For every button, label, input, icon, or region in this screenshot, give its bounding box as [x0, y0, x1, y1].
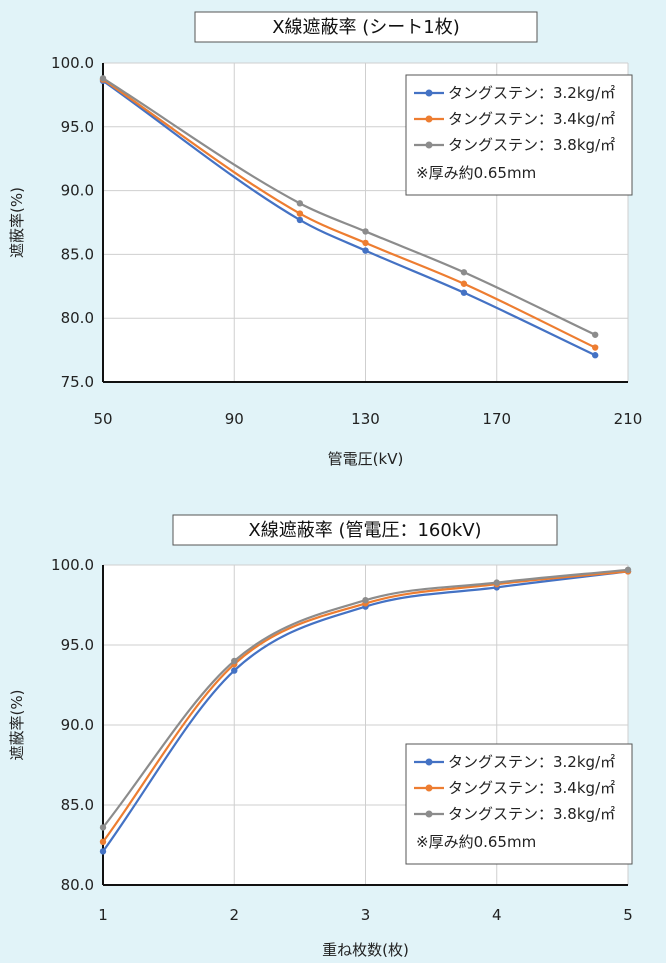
chart-title: X線遮蔽率 (管電圧：160kV): [248, 520, 481, 541]
legend-label: タングステン：3.8kg/㎡: [448, 805, 615, 823]
chart-2: X線遮蔽率 (管電圧：160kV) 80.0 85.0 90.0 95.0 100.0 1 2…: [8, 514, 633, 959]
data-point: [460, 269, 468, 276]
data-point: [460, 280, 468, 287]
y-axis-label: 遮蔽率(%): [8, 690, 26, 761]
y-tick-label: 100.0: [51, 556, 94, 574]
data-point: [591, 344, 599, 351]
y-tick-label: 80.0: [61, 309, 94, 327]
legend-note: ※厚み約0.65mm: [416, 833, 536, 851]
x-tick-label: 5: [623, 906, 633, 924]
legend-label: タングステン：3.8kg/㎡: [448, 136, 615, 154]
legend-note: ※厚み約0.65mm: [416, 164, 536, 182]
legend-swatch-marker: [425, 89, 433, 97]
legend-label: タングステン：3.2kg/㎡: [448, 84, 615, 102]
legend-box: [405, 743, 633, 865]
series-line-1: [102, 570, 629, 853]
x-tick-label: 50: [93, 410, 112, 428]
data-point: [99, 838, 107, 845]
legend-label: タングステン：3.4kg/㎡: [448, 779, 615, 797]
data-point: [296, 200, 304, 207]
y-tick-label: 75.0: [61, 373, 94, 391]
y-tick-label: 90.0: [61, 182, 94, 200]
data-point: [231, 667, 238, 674]
legend: タングステン：3.2kg/㎡タングステン：3.4kg/㎡タングステン：3.8kg…: [405, 743, 633, 865]
series-line-3: [102, 568, 629, 829]
x-axis-label: 管電圧(kV): [328, 450, 404, 468]
data-point: [624, 566, 632, 573]
data-point: [99, 848, 107, 855]
y-tick-label: 100.0: [51, 54, 94, 72]
legend-swatch-marker: [425, 141, 433, 149]
data-point: [493, 579, 500, 586]
legend-box: [405, 74, 633, 196]
x-tick-label: 90: [225, 410, 244, 428]
data-point: [231, 657, 238, 665]
data-point: [591, 352, 599, 359]
y-tick-label: 80.0: [61, 876, 94, 894]
data-point: [362, 239, 369, 247]
data-point: [99, 75, 107, 82]
legend: タングステン：3.2kg/㎡タングステン：3.4kg/㎡タングステン：3.8kg…: [405, 74, 633, 196]
y-tick-label: 95.0: [61, 636, 94, 654]
y-axis-label: 遮蔽率(%): [8, 187, 26, 258]
data-point: [460, 289, 468, 296]
chart-title: X線遮蔽率 (シート1枚): [272, 17, 460, 38]
y-tick-label: 95.0: [61, 118, 94, 136]
legend-label: タングステン：3.4kg/㎡: [448, 110, 615, 128]
legend-swatch-marker: [425, 784, 433, 792]
data-point: [296, 216, 304, 224]
x-tick-label: 1: [98, 906, 108, 924]
x-tick-label: 170: [482, 410, 511, 428]
series-line-2: [102, 570, 629, 843]
data-point: [362, 228, 369, 235]
chart-1: X線遮蔽率 (シート1枚) 75.0 80.0 85.0 90.0 95.0 100.0 50…: [8, 11, 643, 468]
legend-label: タングステン：3.2kg/㎡: [448, 753, 615, 771]
legend-swatch-marker: [425, 810, 433, 818]
x-tick-label: 130: [351, 410, 380, 428]
data-point: [591, 331, 599, 338]
x-tick-label: 210: [614, 410, 643, 428]
data-point: [362, 597, 369, 604]
x-tick-label: 2: [229, 906, 239, 924]
y-tick-label: 90.0: [61, 716, 94, 734]
x-tick-label: 4: [492, 906, 502, 924]
chart-title-box: [172, 514, 558, 546]
y-tick-label: 85.0: [61, 245, 94, 263]
legend-swatch-marker: [425, 758, 433, 766]
legend-swatch-marker: [425, 115, 433, 123]
data-point: [99, 824, 107, 831]
data-point: [362, 247, 369, 254]
data-point: [296, 210, 304, 217]
x-tick-label: 3: [361, 906, 371, 924]
x-axis-label: 重ね枚数(枚): [322, 941, 409, 959]
y-tick-label: 85.0: [61, 796, 94, 814]
chart-title-box: [194, 11, 538, 43]
